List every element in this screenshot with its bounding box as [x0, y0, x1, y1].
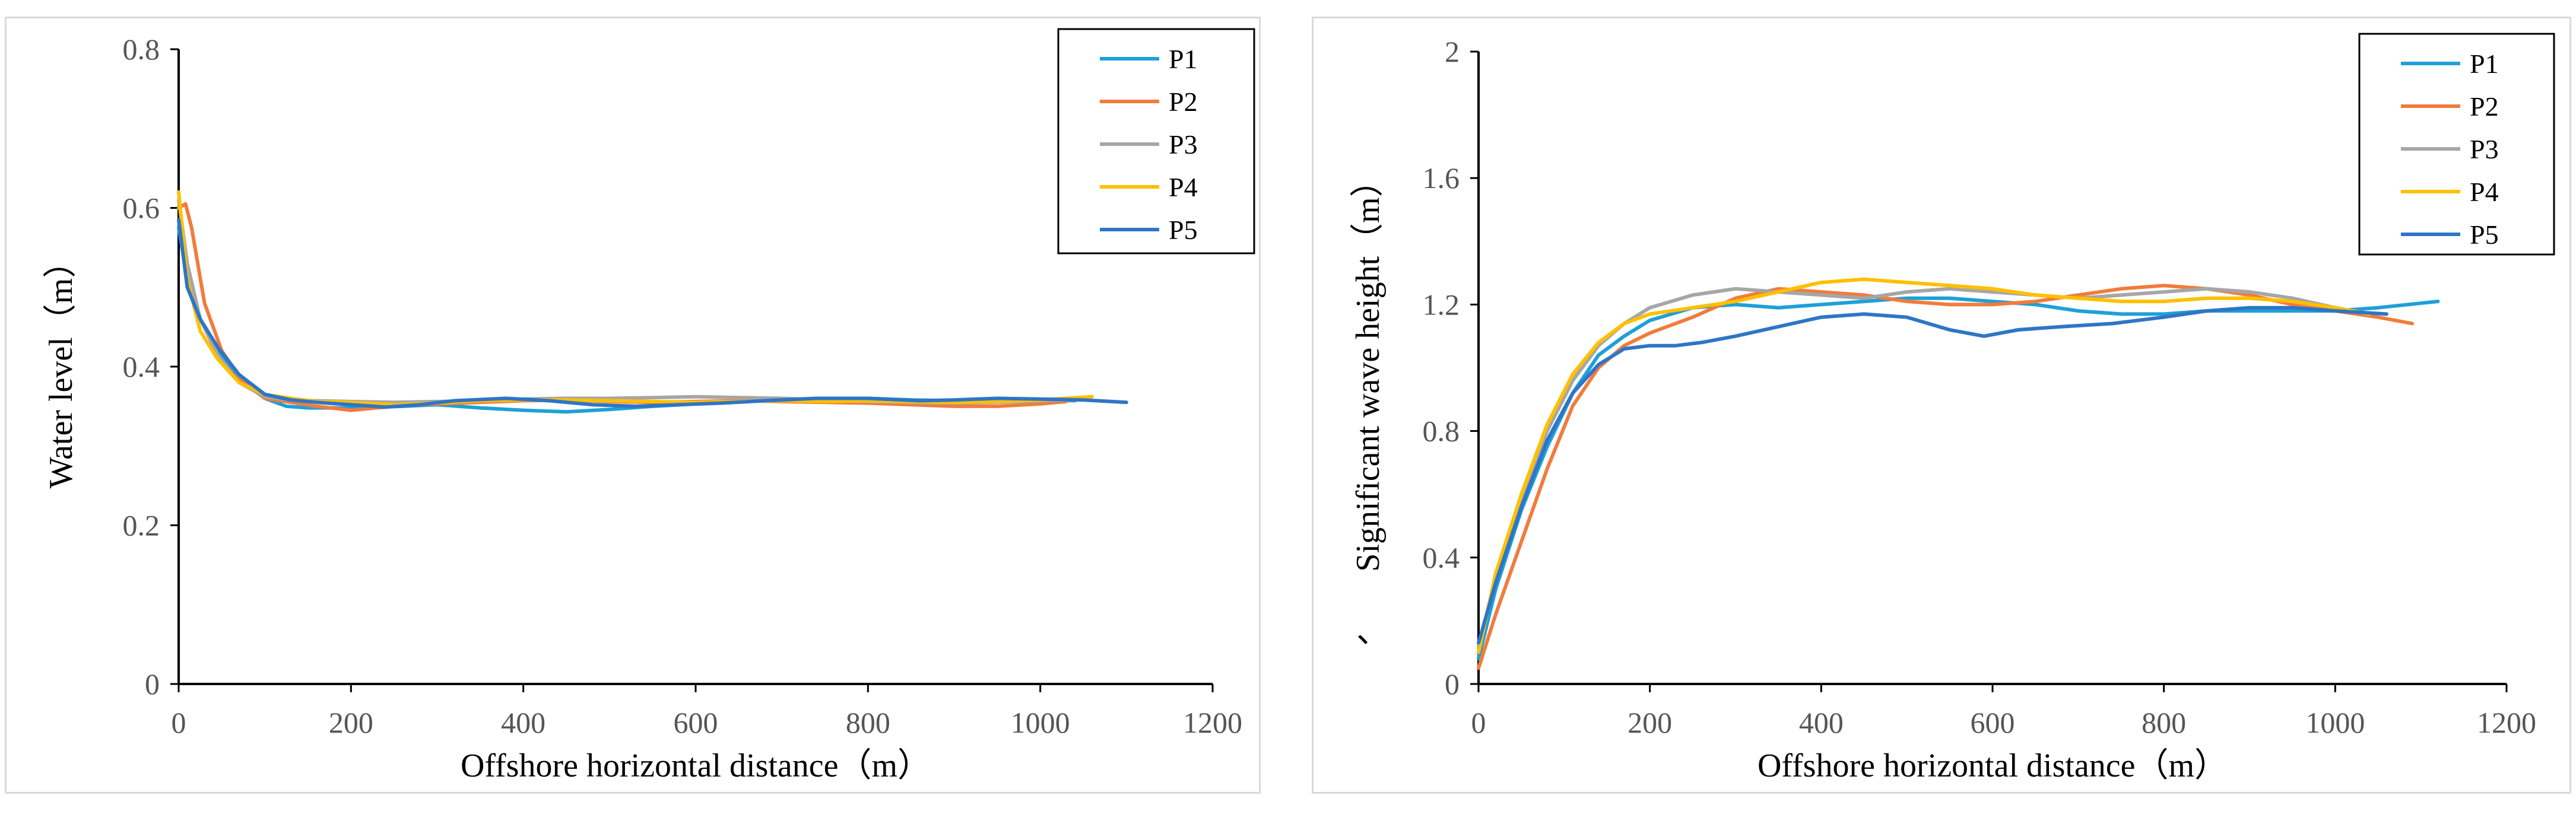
x-tick-label: 800	[846, 706, 890, 739]
legend-label: P1	[1169, 44, 1198, 74]
y-axis-title: Significant wave height（m）	[1350, 164, 1387, 571]
y-tick-label: 0	[1445, 667, 1460, 701]
series-line-p1	[177, 225, 1077, 414]
legend-label: P4	[1169, 172, 1198, 202]
series-line-p3	[177, 198, 1077, 405]
legend-label: P5	[2470, 219, 2499, 250]
series-line-p3	[1477, 287, 2372, 648]
x-axis-title: Offshore horizontal distance（m）	[1757, 747, 2228, 784]
y-tick-label: 2	[1445, 35, 1460, 68]
series-line-p5	[1477, 306, 2388, 645]
y-tick-label: 0.2	[123, 509, 160, 542]
legend-label: P3	[2470, 134, 2499, 164]
legend-box	[1057, 28, 1255, 254]
y-tick-label: 0.6	[123, 192, 160, 225]
y-tick-label: 1.2	[1423, 288, 1460, 321]
y-tick-label: 0.4	[123, 350, 160, 383]
series-line-p4	[177, 190, 1094, 407]
y-tick-label: 0.4	[1423, 541, 1460, 574]
y-tick-label: 0.8	[1423, 415, 1460, 448]
y-tick-label: 0.8	[123, 33, 160, 66]
x-tick-label: 200	[329, 706, 373, 739]
wave-height-chart-panel: 0 0.4 0.8 1.2 1.6 2 0 200 400 600 800 1000 1200 Offsh…	[1312, 17, 2571, 794]
x-tick-label: 1000	[1011, 706, 1070, 739]
x-tick-label: 400	[1799, 706, 1844, 739]
x-tick-label: 1000	[2305, 706, 2365, 739]
x-axis-title: Offshore horizontal distance（m）	[461, 747, 931, 784]
legend-label: P1	[2470, 49, 2499, 79]
legend-label: P3	[1169, 129, 1198, 160]
legend: P1 P2 P3 P4 P5	[1057, 28, 1255, 254]
y-axis-title: Water level（m）	[43, 245, 80, 489]
x-tick-label: 600	[1971, 706, 2015, 739]
series-line-p4	[1477, 277, 2372, 654]
y-axis-title-prefix: 、	[1356, 613, 1389, 650]
series-line-p2	[177, 202, 1068, 412]
series-line-p5	[177, 218, 1128, 409]
legend-label: P2	[2470, 91, 2499, 122]
x-tick-label: 0	[1471, 706, 1486, 739]
series-line-p1	[1477, 296, 2440, 661]
water-level-chart-panel: 0 0.2 0.4 0.6 0.8 0 200 400 600 800 1000 1200 Offsho…	[5, 17, 1261, 794]
x-tick-label: 1200	[1183, 706, 1242, 739]
x-tick-label: 600	[674, 706, 718, 739]
x-tick-label: 400	[501, 706, 545, 739]
x-tick-label: 0	[172, 706, 186, 739]
y-tick-label: 1.6	[1423, 161, 1460, 195]
series-line-p2	[1477, 284, 2415, 670]
legend: P1 P2 P3 P4 P5	[2358, 33, 2555, 256]
legend-label: P2	[1169, 87, 1198, 117]
x-tick-label: 800	[2142, 706, 2186, 739]
water-level-chart: 0 0.2 0.4 0.6 0.8 0 200 400 600 800 1000 1200 Offsho…	[43, 28, 1255, 784]
x-tick-label: 1200	[2477, 706, 2536, 739]
wave-height-chart: 0 0.4 0.8 1.2 1.6 2 0 200 400 600 800 1000 1200 Offsh…	[1350, 33, 2555, 784]
legend-label: P4	[2470, 177, 2499, 207]
legend-label: P5	[1169, 215, 1198, 245]
legend-box	[2358, 33, 2555, 256]
y-tick-label: 0	[145, 667, 160, 701]
x-tick-label: 200	[1628, 706, 1672, 739]
